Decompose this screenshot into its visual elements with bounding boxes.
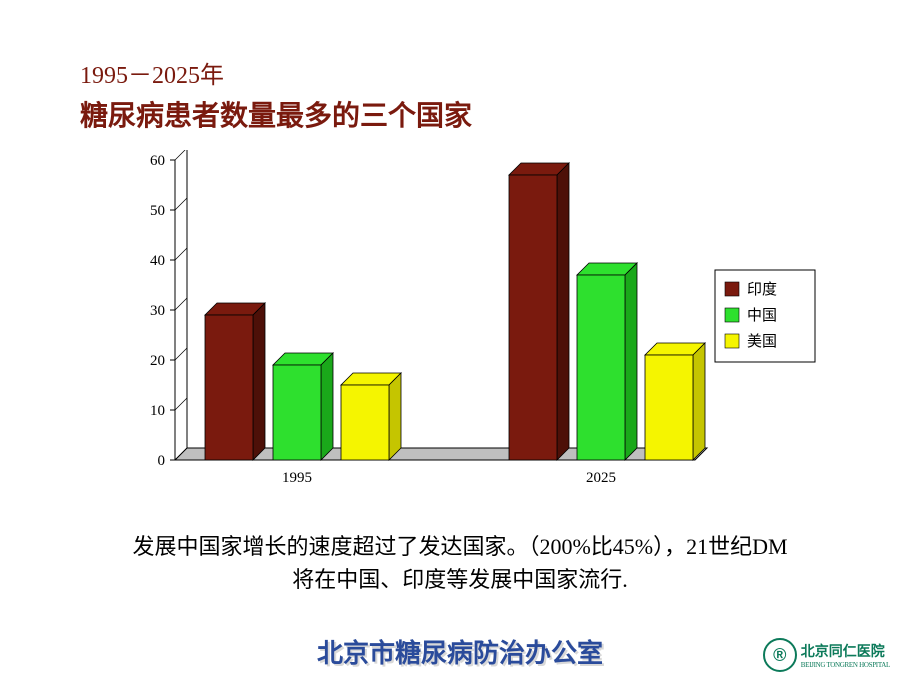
bar-chart: 0 10 20 30 40 50 60 1995 2025 印度中国美国	[115, 150, 835, 500]
svg-text:50: 50	[150, 203, 165, 219]
svg-text:20: 20	[150, 353, 165, 369]
chart-svg: 0 10 20 30 40 50 60 1995 2025 印度中国美国	[115, 150, 835, 500]
svg-text:中国: 中国	[747, 307, 777, 324]
svg-text:1995: 1995	[282, 470, 312, 486]
description-text: 发展中国家增长的速度超过了发达国家。（200%比45%），21世纪DM 将在中国…	[0, 530, 920, 596]
title-line-2: 糖尿病患者数量最多的三个国家	[80, 94, 472, 134]
svg-text:60: 60	[150, 153, 165, 169]
svg-text:30: 30	[150, 303, 165, 319]
svg-text:美国: 美国	[747, 333, 777, 350]
svg-text:印度: 印度	[747, 281, 777, 298]
footer-org: 北京市糖尿病防治办公室 北京市糖尿病防治办公室	[0, 633, 920, 670]
svg-text:2025: 2025	[586, 470, 616, 486]
svg-text:0: 0	[158, 453, 166, 469]
title-line-1: 1995－2025年	[80, 55, 472, 90]
title-block: 1995－2025年 糖尿病患者数量最多的三个国家	[80, 55, 472, 134]
svg-text:10: 10	[150, 403, 165, 419]
footer-main: 北京市糖尿病防治办公室	[0, 633, 920, 670]
svg-text:40: 40	[150, 253, 165, 269]
